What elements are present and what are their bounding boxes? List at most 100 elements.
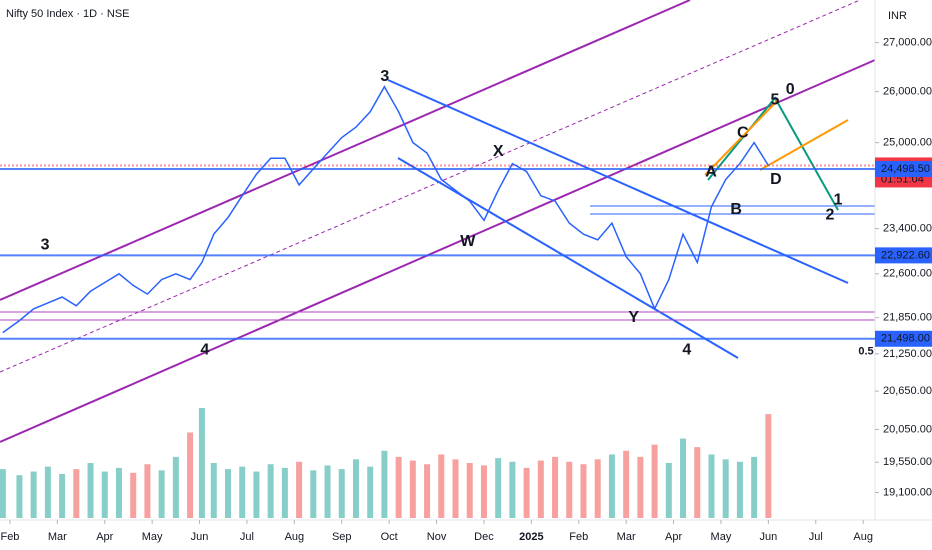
volume-bar xyxy=(751,456,758,518)
wave-label: 3 xyxy=(41,237,50,254)
wave-label: 1 xyxy=(834,191,843,208)
level-tag xyxy=(875,247,932,264)
channel-line xyxy=(0,59,876,443)
wave-label: 4 xyxy=(200,341,209,358)
x-tick-label: Feb xyxy=(569,531,588,543)
volume-bar xyxy=(637,456,644,518)
volume-bar xyxy=(172,456,179,518)
volume-bar xyxy=(352,459,359,518)
x-tick-label: Apr xyxy=(665,531,682,543)
volume-bar xyxy=(608,454,615,518)
projection-line xyxy=(707,96,839,211)
volume-bar xyxy=(30,471,37,518)
y-tick-label: 25,000.00 xyxy=(883,137,932,149)
volume-bar xyxy=(324,465,331,518)
volume-bar xyxy=(338,469,345,518)
y-tick-label: 21,250.00 xyxy=(883,348,932,360)
volume-bar xyxy=(187,432,194,518)
wave-label: Y xyxy=(628,309,639,326)
y-tick-label: 22,600.00 xyxy=(883,268,932,280)
y-tick-label: 27,000.00 xyxy=(883,37,932,49)
wedge-line xyxy=(759,119,849,171)
wave-label: X xyxy=(493,143,504,160)
volume-bar xyxy=(44,466,51,518)
volume-bar xyxy=(296,461,303,518)
wave-label: D xyxy=(770,171,782,188)
x-tick-label: Aug xyxy=(853,531,873,543)
wave-label: B xyxy=(730,201,742,218)
x-tick-label: Mar xyxy=(617,531,636,543)
volume-bar xyxy=(694,447,701,518)
volume-bar xyxy=(281,467,288,518)
x-tick-label: Oct xyxy=(381,531,398,543)
volume-bar xyxy=(680,438,687,518)
volume-bar xyxy=(210,463,217,518)
y-tick-label: 19,100.00 xyxy=(883,486,932,498)
x-tick-label: Feb xyxy=(0,531,19,543)
volume-bar xyxy=(708,454,715,518)
volume-bar xyxy=(239,466,246,518)
x-tick-label: Jul xyxy=(809,531,823,543)
volume-bar xyxy=(495,458,502,518)
level-tag xyxy=(875,330,932,347)
volume-bar xyxy=(73,469,80,518)
volume-bar xyxy=(310,470,317,518)
channel-midline xyxy=(0,0,861,373)
volume-bar xyxy=(480,465,487,518)
x-tick-label: May xyxy=(711,531,732,543)
volume-bar xyxy=(537,460,544,518)
wave-label: A xyxy=(705,163,717,180)
y-tick-label: 23,400.00 xyxy=(883,223,932,235)
volume-bar xyxy=(381,450,388,518)
trend-line xyxy=(387,79,849,284)
x-tick-label: May xyxy=(142,531,163,543)
y-tick-label: 20,050.00 xyxy=(883,423,932,435)
volume-bar xyxy=(452,459,459,518)
wave-label: 0.5 xyxy=(858,345,873,357)
volume-bar xyxy=(594,459,601,518)
channel-line xyxy=(0,0,691,301)
volume-bar xyxy=(665,463,672,518)
wave-label: W xyxy=(460,233,476,250)
y-tick-label: 26,000.00 xyxy=(883,86,932,98)
volume-bar xyxy=(736,461,743,518)
level-label: 21,498.00 xyxy=(881,333,930,345)
volume-bar xyxy=(466,463,473,518)
volume-bar xyxy=(409,460,416,518)
currency-label: INR xyxy=(888,10,907,22)
volume-bar xyxy=(367,466,374,518)
x-tick-label: Apr xyxy=(96,531,113,543)
wedge-line xyxy=(704,99,779,176)
level-label: 24,498.50 xyxy=(881,163,930,175)
trend-line xyxy=(397,157,739,359)
volume-bar xyxy=(566,461,573,518)
volume-bar xyxy=(59,474,66,518)
wave-label: C xyxy=(737,124,749,141)
y-tick-label: 19,550.00 xyxy=(883,456,932,468)
volume-bar xyxy=(253,471,260,518)
x-tick-label: Nov xyxy=(427,531,447,543)
volume-bar xyxy=(424,464,431,518)
volume-bar xyxy=(144,464,151,518)
drawings xyxy=(0,0,876,443)
volume-bar xyxy=(115,467,122,518)
x-tick-label: 2025 xyxy=(519,531,543,543)
volume-bar xyxy=(523,467,530,518)
wave-label: 5 xyxy=(771,91,780,108)
volume-bar xyxy=(87,463,94,518)
chart-title: Nifty 50 Index · 1D · NSE xyxy=(6,8,130,20)
x-tick-label: Dec xyxy=(474,531,494,543)
wave-label: 2 xyxy=(826,206,835,223)
volume-bar xyxy=(101,471,108,518)
x-tick-label: Sep xyxy=(332,531,352,543)
y-tick-label: 20,650.00 xyxy=(883,385,932,397)
volume-bar xyxy=(16,475,23,518)
price-line xyxy=(2,85,770,334)
x-tick-label: Jun xyxy=(191,531,209,543)
x-tick-label: Aug xyxy=(285,531,305,543)
volume-bar xyxy=(552,456,559,518)
volume-bar xyxy=(765,414,772,518)
volume-bar xyxy=(224,469,231,518)
wave-label: 0 xyxy=(786,81,795,98)
